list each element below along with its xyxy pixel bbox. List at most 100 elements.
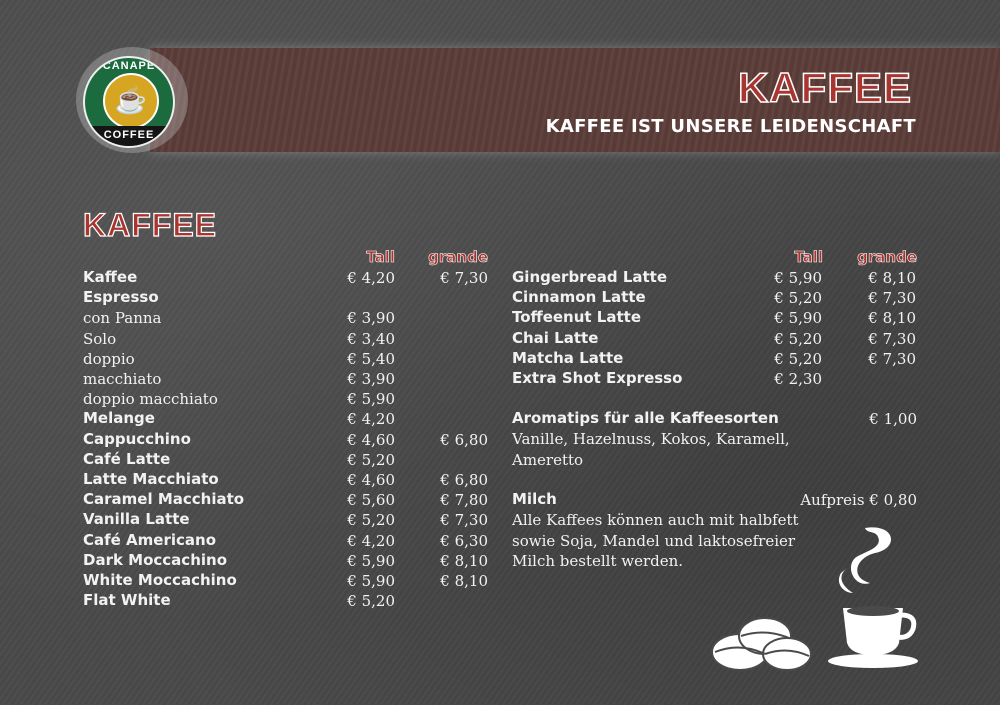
page-title: KAFFEE [737, 63, 912, 112]
item-price-tall: € 4,20 [347, 531, 395, 550]
item-name: Caramel Macchiato [83, 490, 245, 509]
header-band [150, 48, 1000, 152]
menu-item-row: Cinnamon Latte € 5,20 € 7,30 [512, 288, 916, 308]
canape-coffee-logo: CANAPE ☕ COFFEE [83, 56, 175, 148]
item-price-tall: € 5,90 [774, 309, 822, 328]
milch-price: Aufpreis € 0,80 [800, 491, 917, 509]
item-price-grande: € 6,30 [440, 531, 488, 550]
item-name: Latte Macchiato [83, 470, 219, 488]
menu-item-row: doppio macchiato € 5,90 [83, 389, 488, 409]
item-name: Cinnamon Latte [512, 288, 646, 307]
item-price-tall: € 5,20 [347, 450, 395, 469]
item-name: Melange [83, 409, 155, 428]
item-price-grande: € 7,30 [868, 289, 916, 308]
menu-item-row: Kaffee € 4,20 € 7,30 [83, 268, 488, 288]
item-name: doppio [83, 349, 135, 368]
item-price-grande: € 7,30 [440, 511, 488, 530]
menu-item-row: Toffeenut Latte € 5,90 € 8,10 [512, 308, 916, 328]
item-name: Solo [83, 329, 117, 348]
menu-item-row: Café Latte € 5,20 [83, 450, 488, 470]
item-price-grande: € 7,30 [868, 329, 916, 348]
item-name: Dark Moccachino [83, 550, 228, 569]
menu-item-row: Extra Shot Expresso € 2,30 [512, 369, 916, 389]
menu-item-row: Chai Latte € 5,20 € 7,30 [512, 329, 916, 349]
item-price-tall: € 3,40 [347, 329, 395, 348]
item-price-tall: € 5,90 [347, 572, 395, 590]
item-name: Extra Shot Expresso [512, 369, 683, 387]
milch-title: Milch [512, 490, 557, 508]
item-name: Gingerbread Latte [512, 268, 668, 286]
item-price-tall: € 4,60 [347, 471, 395, 489]
item-price-grande: € 6,80 [440, 471, 488, 489]
menu-item-row: Gingerbread Latte € 5,90 € 8,10 [512, 268, 916, 288]
menu-item-row: doppio € 5,40 [83, 349, 488, 369]
item-price-tall: € 5,90 [347, 390, 395, 409]
aroma-title: Aromatips für alle Kaffeesorten [512, 409, 779, 427]
item-name: Espresso [83, 288, 159, 307]
item-name: macchiato [83, 370, 162, 388]
item-price-tall: € 5,40 [347, 349, 395, 368]
menu-item-row: Espresso [83, 288, 488, 308]
item-price-tall: € 4,20 [347, 269, 395, 287]
item-price-grande: € 8,10 [868, 269, 916, 287]
item-name: Cappucchino [83, 429, 191, 448]
item-name: Toffeenut Latte [512, 308, 641, 327]
menu-item-row: Flat White € 5,20 [83, 591, 488, 611]
menu-item-row: Melange € 4,20 [83, 409, 488, 429]
logo-top-text: CANAPE [102, 60, 156, 72]
aroma-row: Aromatips für alle Kaffeesorten € 1,00 [512, 409, 917, 429]
item-price-grande: € 8,10 [440, 572, 488, 590]
milch-description: Alle Kaffees können auch mit halbfett so… [512, 511, 799, 570]
menu-item-row: Vanilla Latte € 5,20 € 7,30 [83, 510, 488, 530]
item-price-grande: € 7,30 [440, 269, 488, 287]
item-name: Matcha Latte [512, 348, 624, 367]
milch-row: Milch Aufpreis € 0,80 [512, 490, 917, 510]
item-price-tall: € 5,20 [774, 349, 822, 368]
aroma-description: Vanille, Hazelnuss, Kokos, Karamell, Ame… [512, 430, 790, 469]
right-tall-header: Tall [794, 248, 823, 267]
item-price-tall: € 5,60 [347, 491, 395, 510]
item-name: Vanilla Latte [83, 510, 190, 529]
menu-item-row: Latte Macchiato € 4,60 € 6,80 [83, 470, 488, 490]
menu-item-row: Caramel Macchiato € 5,60 € 7,80 [83, 490, 488, 510]
menu-item-row: Café Americano € 4,20 € 6,30 [83, 531, 488, 551]
item-name: White Moccachino [83, 571, 237, 589]
item-name: doppio macchiato [83, 390, 218, 409]
item-price-tall: € 3,90 [347, 309, 395, 328]
menu-item-row: Dark Moccachino € 5,90 € 8,10 [83, 551, 488, 571]
item-name: Café Latte [83, 449, 171, 468]
menu-item-row: White Moccachino € 5,90 € 8,10 [83, 571, 488, 591]
item-price-tall: € 3,90 [347, 370, 395, 388]
left-tall-header: Tall [366, 248, 395, 267]
item-price-grande: € 6,80 [440, 430, 488, 449]
menu-item-row: Cappucchino € 4,60 € 6,80 [83, 430, 488, 450]
item-price-grande: € 8,10 [440, 551, 488, 570]
menu-item-row: Matcha Latte € 5,20 € 7,30 [512, 349, 916, 369]
section-title: KAFFEE [82, 206, 217, 243]
page-subtitle: KAFFEE IST UNSERE LEIDENSCHAFT [545, 116, 916, 137]
item-name: Flat White [83, 591, 171, 610]
item-price-grande: € 8,10 [868, 309, 916, 328]
logo-cup-icon: ☕ [103, 73, 159, 129]
left-grande-header: grande [428, 248, 488, 267]
menu-item-row: con Panna € 3,90 [83, 308, 488, 328]
item-price-tall: € 5,90 [774, 269, 822, 287]
menu-item-row: Solo € 3,40 [83, 329, 488, 349]
item-price-tall: € 5,20 [774, 329, 822, 348]
item-price-tall: € 5,90 [347, 551, 395, 570]
item-name: Café Americano [83, 530, 217, 549]
item-price-tall: € 5,20 [347, 592, 395, 611]
right-grande-header: grande [857, 248, 917, 267]
item-price-tall: € 4,60 [347, 430, 395, 449]
aroma-price: € 1,00 [869, 410, 917, 428]
item-price-tall: € 5,20 [774, 289, 822, 308]
item-name: Chai Latte [512, 328, 599, 347]
item-price-tall: € 4,20 [347, 410, 395, 429]
item-price-tall: € 5,20 [347, 511, 395, 530]
item-name: Kaffee [83, 268, 138, 286]
item-price-grande: € 7,80 [440, 491, 488, 510]
menu-item-row: macchiato € 3,90 [83, 369, 488, 389]
coffee-beans-icon [711, 617, 812, 671]
item-price-grande: € 7,30 [868, 349, 916, 368]
logo-bottom-text: COFFEE [85, 126, 173, 146]
